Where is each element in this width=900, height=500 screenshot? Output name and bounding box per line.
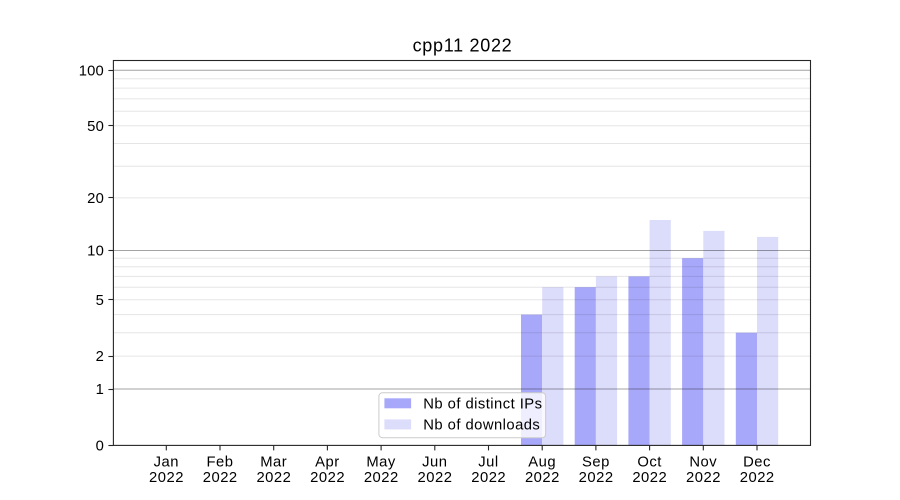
svg-text:Sep: Sep <box>582 455 610 471</box>
svg-text:Jan: Jan <box>154 455 179 471</box>
svg-text:50: 50 <box>87 119 104 135</box>
svg-text:Feb: Feb <box>207 455 234 471</box>
svg-text:2022: 2022 <box>256 470 291 486</box>
svg-text:2022: 2022 <box>579 470 614 486</box>
svg-text:5: 5 <box>96 293 104 309</box>
svg-text:Mar: Mar <box>260 455 287 471</box>
svg-text:1: 1 <box>96 382 104 398</box>
svg-text:2: 2 <box>96 349 104 365</box>
svg-text:2022: 2022 <box>686 470 721 486</box>
svg-text:2022: 2022 <box>203 470 238 486</box>
svg-text:2022: 2022 <box>471 470 506 486</box>
svg-text:10: 10 <box>87 244 104 260</box>
svg-text:2022: 2022 <box>418 470 453 486</box>
svg-text:2022: 2022 <box>310 470 345 486</box>
svg-text:100: 100 <box>79 63 104 79</box>
svg-text:Nb of distinct IPs: Nb of distinct IPs <box>423 397 542 413</box>
svg-text:Nov: Nov <box>689 455 717 471</box>
svg-text:Jun: Jun <box>422 455 447 471</box>
svg-text:Dec: Dec <box>743 455 771 471</box>
svg-text:Nb of downloads: Nb of downloads <box>423 418 540 434</box>
svg-text:2022: 2022 <box>525 470 560 486</box>
svg-text:0: 0 <box>96 439 104 455</box>
svg-text:cpp11 2022: cpp11 2022 <box>413 36 513 56</box>
svg-text:Aug: Aug <box>528 455 556 471</box>
svg-text:2022: 2022 <box>364 470 399 486</box>
svg-text:Oct: Oct <box>637 455 662 471</box>
svg-text:Apr: Apr <box>315 455 340 471</box>
svg-text:20: 20 <box>87 191 104 207</box>
svg-text:2022: 2022 <box>740 470 775 486</box>
svg-text:May: May <box>366 455 396 471</box>
svg-text:Jul: Jul <box>478 455 498 471</box>
svg-text:2022: 2022 <box>149 470 184 486</box>
svg-text:2022: 2022 <box>632 470 667 486</box>
